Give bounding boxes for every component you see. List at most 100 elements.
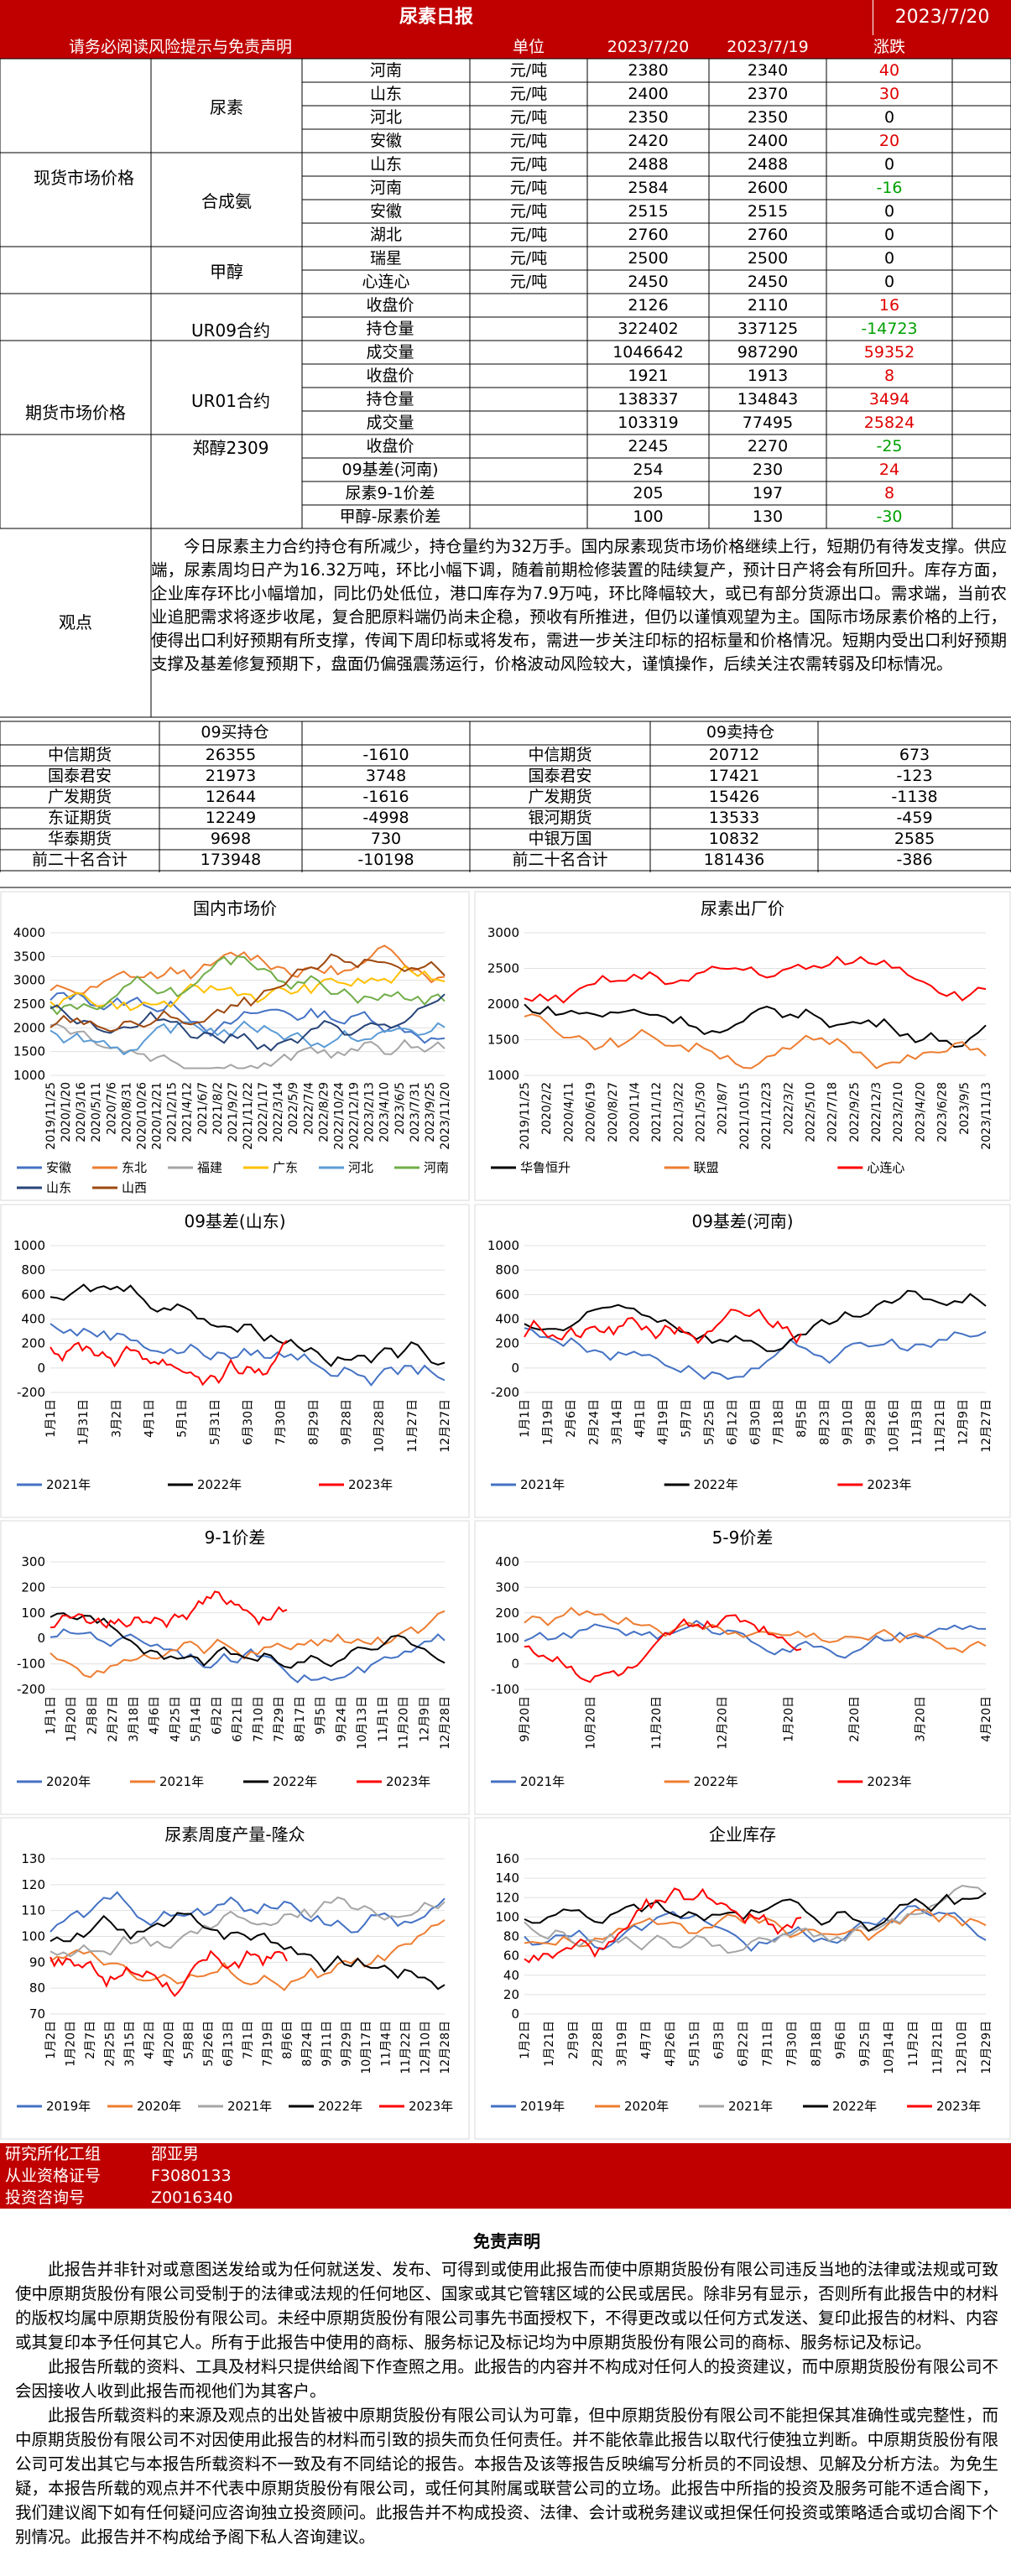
x-tick-label: 9月11日	[320, 2021, 334, 2067]
x-tick-label: 11月20日	[398, 1696, 411, 1750]
x-tick-label: 12月20日	[717, 1696, 730, 1750]
y-tick-label: 0	[37, 1631, 45, 1646]
x-tick-label: 4月7日	[640, 2021, 654, 2059]
x-tick-label: 10月17日	[360, 2021, 373, 2074]
y-tick-label: 3000	[487, 925, 519, 940]
report-header: 尿素日报 2023/7/20	[0, 0, 1011, 35]
x-tick-label: 2023/9/25	[424, 1082, 437, 1142]
y-tick-label: 100	[495, 1909, 519, 1924]
x-tick-label: 2022/12/3	[870, 1082, 883, 1142]
x-tick-label: 4月20日	[980, 1696, 993, 1742]
x-tick-label: 6月2日	[211, 1696, 224, 1735]
x-tick-label: 3月18日	[128, 1696, 141, 1742]
x-tick-label: 7月18日	[773, 1399, 786, 1445]
futures-name: 收盘价	[366, 437, 414, 455]
x-tick-label: 11月3日	[911, 1399, 925, 1445]
y-tick-label: 120	[21, 1877, 45, 1892]
x-tick-label: 2月27日	[107, 1696, 120, 1742]
spot-change: 0	[883, 249, 895, 268]
chart-title: 9-1价差	[205, 1527, 266, 1548]
x-tick-label: 2020/3/16	[75, 1082, 88, 1142]
buy-volume: 173948	[200, 851, 262, 869]
chart-title: 企业库存	[709, 1824, 776, 1845]
legend-label: 2021年	[728, 2099, 773, 2114]
x-tick-label: 1月20日	[65, 1696, 79, 1742]
futures-name: 收盘价	[366, 367, 414, 385]
x-tick-label: 2021/12/23	[760, 1082, 774, 1150]
x-tick-label: 2022/8/29	[317, 1082, 331, 1142]
legend-label: 2022年	[318, 2099, 362, 2114]
spot-unit: 元/吨	[509, 249, 548, 268]
series-line	[524, 1606, 987, 1653]
x-tick-label: 11月2日	[907, 2021, 920, 2067]
series-line	[524, 1887, 802, 1964]
futures-name: 09基差(河南)	[341, 461, 439, 479]
y-tick-label: 400	[495, 1554, 519, 1569]
y-tick-label: 400	[495, 1312, 519, 1327]
legend-label: 2022年	[832, 2099, 877, 2114]
disclaimer-p1: 此报告并非针对或意图送发给或为任何就送发、发布、可得到或使用此报告而使中原期货股…	[15, 2260, 998, 2352]
x-tick-label: 12月28日	[439, 1696, 452, 1750]
x-tick-label: 5月25日	[703, 1399, 717, 1445]
chart-5: 5-9价差 -100 0 100 200 300 400 9月20日 10月20日 11月20日 1…	[474, 1520, 1011, 1815]
x-tick-label: 2022/5/10	[804, 1082, 817, 1142]
x-tick-label: 1月2日	[44, 2021, 58, 2059]
spot-today: 2515	[628, 202, 669, 221]
y-tick-label: 1000	[487, 1068, 519, 1083]
col-unit: 单位	[512, 38, 545, 56]
spot-today: 2584	[628, 179, 669, 197]
spot-unit: 元/吨	[509, 85, 548, 103]
x-tick-label: 3月15日	[123, 2021, 137, 2067]
x-tick-label: 2022/12/19	[348, 1082, 362, 1150]
disclaimer: 免责声明 此报告并非针对或意图送发给或为任何就送发、发布、可得到或使用此报告而使…	[15, 2230, 998, 2549]
buy-broker: 广发期货	[47, 788, 112, 806]
y-tick-label: 300	[495, 1579, 519, 1595]
spot-yesterday: 2515	[747, 202, 789, 221]
x-tick-label: 6月13日	[222, 2021, 236, 2067]
series-line	[50, 1912, 446, 1991]
x-tick-label: 2月7日	[84, 2021, 97, 2059]
x-tick-label: 4月20日	[163, 2021, 176, 2067]
legend-label: 2023年	[409, 2099, 453, 2114]
legend-label: 2022年	[694, 1477, 738, 1492]
x-tick-label: 2021/5/30	[695, 1082, 708, 1142]
legend-label: 福建	[197, 1160, 222, 1175]
spot-yesterday: 2500	[747, 249, 789, 268]
spot-today: 2450	[628, 273, 669, 291]
legend-label: 2021年	[227, 2099, 272, 2114]
series-line	[50, 955, 446, 1016]
x-tick-label: 2021/3/22	[672, 1082, 685, 1142]
buy-broker: 东证期货	[47, 809, 112, 827]
x-tick-label: 4月2日	[143, 2021, 157, 2059]
spot-name: 瑞星	[369, 249, 402, 268]
x-tick-label: 6月30日	[749, 1399, 763, 1445]
x-tick-label: 1月20日	[65, 2021, 78, 2067]
y-tick-label: 110	[21, 1903, 45, 1918]
x-tick-label: 2021/9/27	[227, 1082, 240, 1142]
x-tick-label: 8月5日	[795, 1399, 809, 1438]
futures-yesterday: 987290	[737, 343, 799, 362]
x-tick-label: 6月21日	[232, 1696, 245, 1742]
x-tick-label: 5月14日	[190, 1696, 203, 1742]
y-tick-label: 80	[29, 1980, 45, 1996]
y-tick-label: 1000	[13, 1238, 45, 1253]
futures-today: 205	[633, 484, 664, 502]
spot-today: 2488	[628, 155, 669, 174]
license-number: F3080133	[151, 2167, 232, 2185]
series-line	[50, 1896, 446, 1958]
futures-change: 25824	[863, 414, 915, 432]
footer-label-1: 研究所化工组	[5, 2145, 102, 2163]
x-tick-label: 4月6日	[149, 1696, 162, 1735]
x-tick-label: 11月1日	[377, 1696, 390, 1742]
buy-volume: 12644	[205, 788, 257, 806]
futures-name: 持仓量	[366, 390, 414, 409]
x-tick-label: 2021/2/15	[166, 1082, 180, 1142]
disclaimer-p3: 此报告所载资料的来源及观点的出处皆被中原期货股份有限公司认为可靠，但中原期货股份…	[15, 2406, 998, 2547]
spot-yesterday: 2400	[747, 132, 789, 150]
x-tick-label: 2020/11/4	[628, 1082, 642, 1142]
sell-change: 673	[899, 746, 930, 764]
legend-label: 2021年	[520, 1774, 565, 1789]
spot-unit: 元/吨	[509, 108, 548, 127]
x-tick-label: 12月10日	[956, 2021, 969, 2074]
sell-broker: 前二十名合计	[512, 851, 608, 869]
